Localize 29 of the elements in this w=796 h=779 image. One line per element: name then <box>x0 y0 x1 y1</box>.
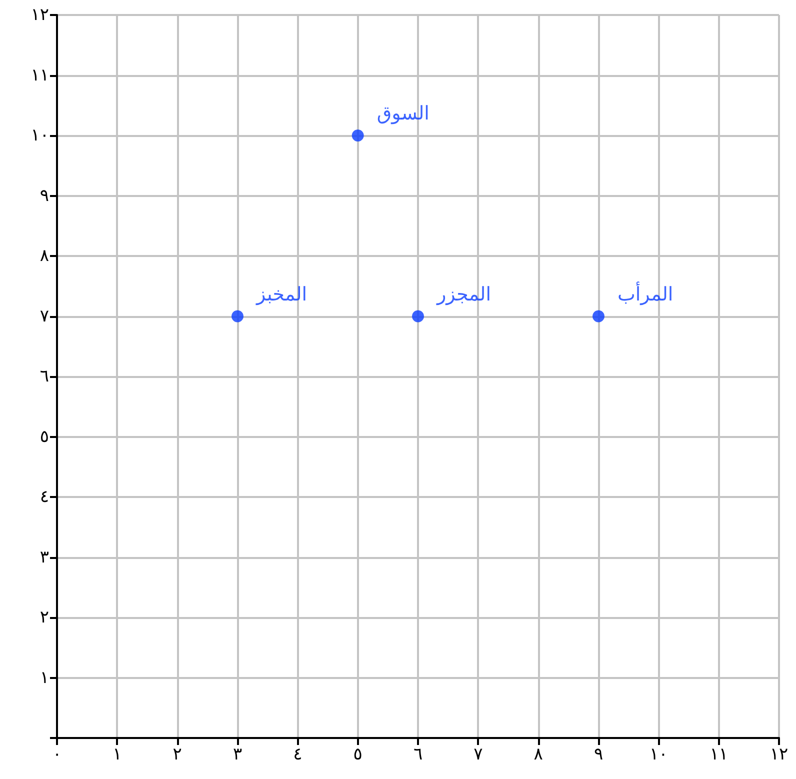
y-tick-label: ٣ <box>40 547 49 568</box>
annotation: المخبز <box>256 283 308 306</box>
annotation: السوق <box>376 102 430 124</box>
y-tick-label: ١١ <box>30 65 49 86</box>
y-tick-label: ١٠ <box>30 126 49 146</box>
x-tick-label: ٦ <box>413 744 423 764</box>
annotation: المرأب <box>618 281 674 306</box>
x-tick-label: ٨ <box>534 744 543 764</box>
annotation: المجزر <box>436 283 491 306</box>
x-tick-label: ٧ <box>474 744 483 764</box>
y-tick-label: ٨ <box>40 246 49 266</box>
x-tick-label: ١ <box>112 744 122 764</box>
y-tick-label: ٥ <box>40 426 49 447</box>
y-tick-label: ١٢ <box>30 5 49 25</box>
y-tick-label: ١ <box>40 668 49 688</box>
x-tick-label: ١١ <box>710 744 728 764</box>
y-tick-label: ٦ <box>40 366 49 386</box>
x-tick-label: ٣ <box>232 744 242 764</box>
x-tick-label: ٩ <box>594 744 604 764</box>
x-tick-label: ٢ <box>172 744 182 764</box>
y-tick-label: ٧ <box>40 306 49 326</box>
x-tick-label: ٥ <box>353 744 362 764</box>
y-tick-label: ٩ <box>40 186 49 206</box>
x-tick-label: ٠ <box>52 744 62 764</box>
x-tick-label: ١٢ <box>770 744 788 764</box>
y-tick-label: ٤ <box>40 487 49 507</box>
y-tick-label: ٢ <box>40 608 49 628</box>
x-tick-label: ٤ <box>293 744 302 764</box>
x-tick-label: ١٠ <box>650 744 668 764</box>
